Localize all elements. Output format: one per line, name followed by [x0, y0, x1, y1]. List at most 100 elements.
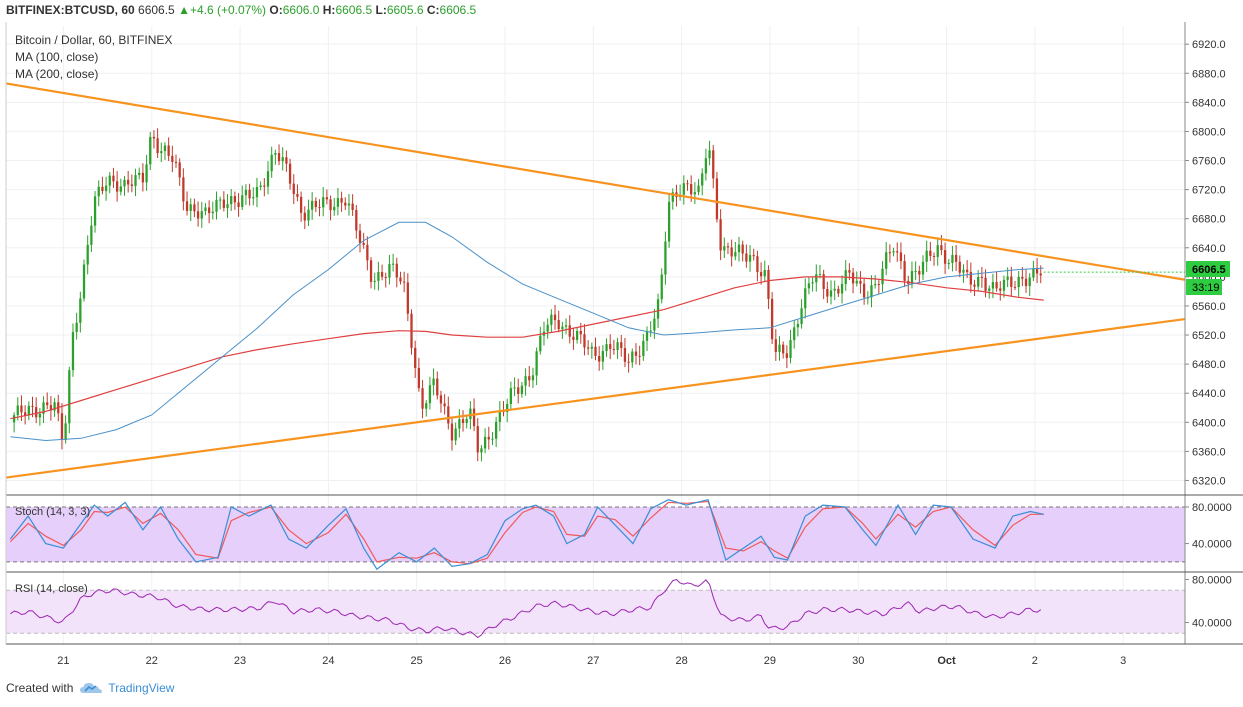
candle-down	[1013, 286, 1017, 288]
candle-up	[53, 402, 56, 411]
candle-up	[211, 211, 214, 214]
candle-up	[134, 175, 137, 187]
candle-up	[660, 274, 663, 300]
candle-down	[877, 284, 880, 286]
stoch-pane[interactable]	[6, 498, 1185, 571]
symbol-header: BITFINEX:BTCUSD, 60 6606.5 ▲+4.6 (+0.07%…	[0, 0, 1243, 22]
candle-up	[163, 145, 167, 152]
candle-down	[156, 138, 159, 154]
candle-up	[93, 196, 97, 226]
ma200-line	[10, 276, 1044, 420]
candle-down	[1024, 278, 1028, 287]
candle-down	[1010, 276, 1013, 287]
candle-up	[561, 326, 564, 330]
open-label: O:	[269, 3, 283, 17]
candle-up	[200, 211, 203, 219]
candle-down	[318, 207, 321, 209]
candle-down	[517, 387, 520, 394]
candle-down	[940, 245, 943, 251]
price-change: +4.6 (+0.07%)	[189, 3, 267, 17]
ma200-label: MA (200, close)	[15, 67, 99, 81]
candle-down	[115, 181, 119, 192]
candle-up	[645, 331, 649, 341]
x-tick-label: 26	[499, 655, 511, 667]
chart-legend: Bitcoin / Dollar, 60, BITFINEX MA (100, …	[15, 32, 172, 83]
candle-down	[487, 436, 490, 440]
y-tick-label: 6520.0	[1192, 330, 1226, 342]
candle-down	[196, 211, 200, 219]
candle-up	[531, 375, 535, 381]
high-label: H:	[322, 3, 336, 17]
candle-up	[270, 154, 273, 172]
candle-down	[141, 172, 145, 183]
candle-down	[774, 339, 777, 353]
candle-up	[550, 314, 553, 325]
candle-up	[123, 179, 126, 187]
rsi-label: RSI (14, close)	[15, 583, 88, 595]
low-label: L:	[375, 3, 387, 17]
chart-area[interactable]: 21 22 23 24 25 26 27 28 29 30 Oct 2 36320.06360.0640…	[0, 22, 1243, 679]
low-value: 6605.6	[386, 3, 424, 17]
candle-up	[1028, 277, 1031, 287]
candle-up	[564, 325, 568, 327]
stoch-band	[6, 506, 1185, 562]
candle-up	[491, 438, 494, 440]
candle-down	[583, 334, 586, 348]
candle-up	[469, 408, 472, 420]
y-tick-label: 6320.0	[1192, 475, 1226, 487]
candle-up	[682, 183, 685, 195]
rsi-pane[interactable]	[6, 578, 1185, 639]
candle-up	[807, 283, 811, 289]
candle-up	[1032, 268, 1035, 278]
price-pane[interactable]	[5, 82, 1186, 479]
candle-up	[16, 405, 19, 416]
chart-title: Bitcoin / Dollar, 60, BITFINEX	[15, 33, 173, 47]
y-tick-label: 6400.0	[1192, 417, 1226, 429]
candle-up	[513, 387, 516, 389]
candle-up	[1002, 279, 1006, 291]
candle-down	[60, 413, 64, 440]
candle-down	[759, 272, 763, 277]
x-tick-label: 3	[1120, 655, 1126, 667]
candle-down	[472, 408, 476, 427]
close-label: C:	[426, 3, 440, 17]
candle-down	[185, 201, 189, 211]
candle-down	[999, 288, 1002, 291]
candle-down	[557, 320, 560, 330]
candle-down	[344, 202, 347, 206]
candle-down	[958, 261, 961, 273]
candle-down	[101, 186, 104, 192]
candle-up	[145, 164, 148, 183]
candle-up	[653, 318, 656, 331]
candle-up	[104, 185, 108, 192]
candle-down	[248, 189, 251, 199]
candle-up	[377, 272, 380, 281]
candle-up	[723, 246, 726, 251]
candle-up	[12, 415, 16, 423]
tradingview-link[interactable]: TradingView	[79, 681, 174, 695]
y-tick-label: 6640.0	[1192, 243, 1226, 255]
candle-up	[789, 340, 792, 358]
candle-up	[988, 288, 991, 291]
candle-down	[174, 161, 178, 163]
candle-up	[671, 192, 674, 202]
symbol-name: BITFINEX:BTCUSD, 60	[6, 3, 135, 17]
candle-down	[770, 298, 774, 340]
candle-down	[476, 426, 479, 453]
candle-up	[86, 244, 89, 265]
candle-up	[539, 335, 542, 352]
candle-down	[745, 253, 748, 262]
candle-up	[656, 299, 660, 319]
candle-down	[369, 260, 373, 282]
candle-down	[237, 202, 240, 207]
candle-down	[35, 407, 38, 418]
candle-up	[204, 207, 207, 212]
candle-down	[403, 281, 406, 283]
rsi-line	[10, 578, 1042, 639]
candle-down	[329, 199, 332, 211]
candle-down	[362, 242, 365, 245]
candle-up	[333, 206, 336, 211]
candle-down	[966, 269, 969, 272]
x-tick-label: 2	[1032, 655, 1038, 667]
candle-down	[450, 423, 454, 441]
